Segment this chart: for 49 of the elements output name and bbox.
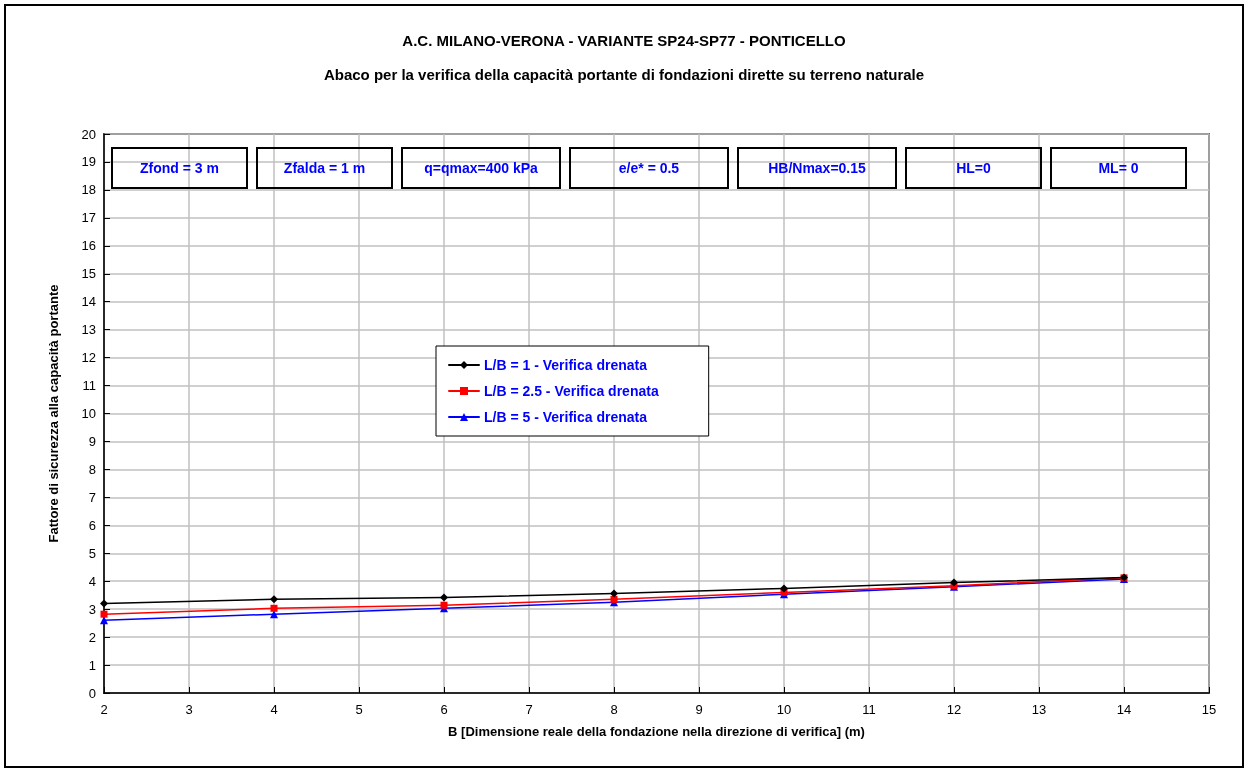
x-tick-label: 13 (1031, 702, 1047, 717)
x-tick-label: 7 (525, 702, 533, 717)
legend-label: L/B = 2.5 - Verifica drenata (484, 383, 659, 399)
x-tick-label: 11 (862, 702, 876, 717)
annotation: HB/Nmax=0.15 (737, 147, 897, 189)
chart-subtitle: Abaco per la verifica della capacità portante di fondazioni dirette su terreno naturale (323, 66, 925, 83)
x-tick-label: 5 (355, 702, 363, 717)
x-tick-label: 15 (1201, 702, 1217, 717)
x-tick-label: 2 (100, 702, 108, 717)
y-tick-label: 14 (81, 294, 96, 310)
y-tick-label: 2 (88, 629, 96, 645)
y-tick-label: 20 (81, 126, 96, 142)
x-tick-label: 10 (776, 702, 792, 717)
annotation: q=qmax=400 kPa (401, 147, 561, 189)
y-axis-title: Fattore di sicurezza alla capacità portante (46, 284, 61, 543)
annotation: Zfond = 3 m (111, 147, 248, 189)
annotation: e/e* = 0.5 (569, 147, 729, 189)
x-tick-label: 4 (270, 702, 278, 717)
annotation: HL=0 (905, 147, 1042, 189)
x-axis-title: B [Dimensione reale della fondazione nella direzione di verifica] (m) (448, 724, 865, 739)
y-tick-label: 8 (88, 461, 96, 477)
legend-label: L/B = 1 - Verifica drenata (484, 357, 648, 373)
y-tick-label: 0 (88, 685, 96, 701)
x-tick-label: 9 (695, 702, 703, 717)
x-tick-label: 12 (946, 702, 962, 717)
y-tick-label: 1 (88, 657, 96, 673)
annotation: ML= 0 (1050, 147, 1187, 189)
y-tick-label: 18 (81, 182, 96, 198)
y-tick-label: 5 (88, 545, 96, 561)
y-tick-label: 16 (81, 238, 96, 254)
x-tick-label: 14 (1116, 702, 1132, 717)
y-tick-label: 3 (88, 601, 96, 617)
y-tick-label: 6 (88, 517, 96, 533)
y-tick-label: 13 (81, 322, 96, 338)
y-tick-label: 12 (81, 350, 96, 366)
y-tick-label: 10 (81, 406, 96, 421)
legend-label: L/B = 5 - Verifica drenata (484, 409, 648, 425)
x-tick-label: 3 (185, 702, 193, 717)
chart-title: A.C. MILANO-VERONA - VARIANTE SP24-SP77 - PONTICELLO (402, 32, 847, 49)
annotation: Zfalda = 1 m (256, 147, 393, 189)
y-tick-label: 4 (88, 573, 96, 589)
y-tick-label: 15 (81, 266, 96, 282)
x-tick-label: 6 (440, 702, 448, 717)
y-tick-label: 9 (88, 433, 96, 449)
y-tick-label: 7 (88, 489, 96, 505)
y-tick-label: 11 (82, 378, 96, 394)
y-tick-label: 19 (81, 154, 96, 170)
x-tick-label: 8 (610, 702, 618, 717)
y-tick-label: 17 (81, 210, 96, 226)
